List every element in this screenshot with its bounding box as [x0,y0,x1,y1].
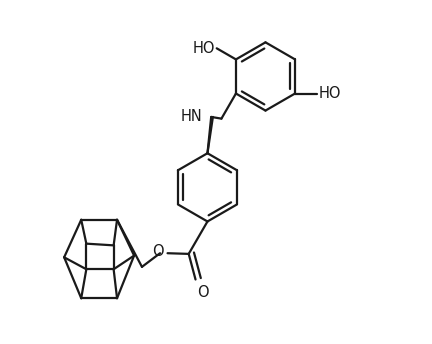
Text: O: O [197,284,209,300]
Text: HO: HO [193,41,215,56]
Text: O: O [152,244,164,259]
Text: HO: HO [319,86,341,101]
Text: HN: HN [181,109,203,125]
